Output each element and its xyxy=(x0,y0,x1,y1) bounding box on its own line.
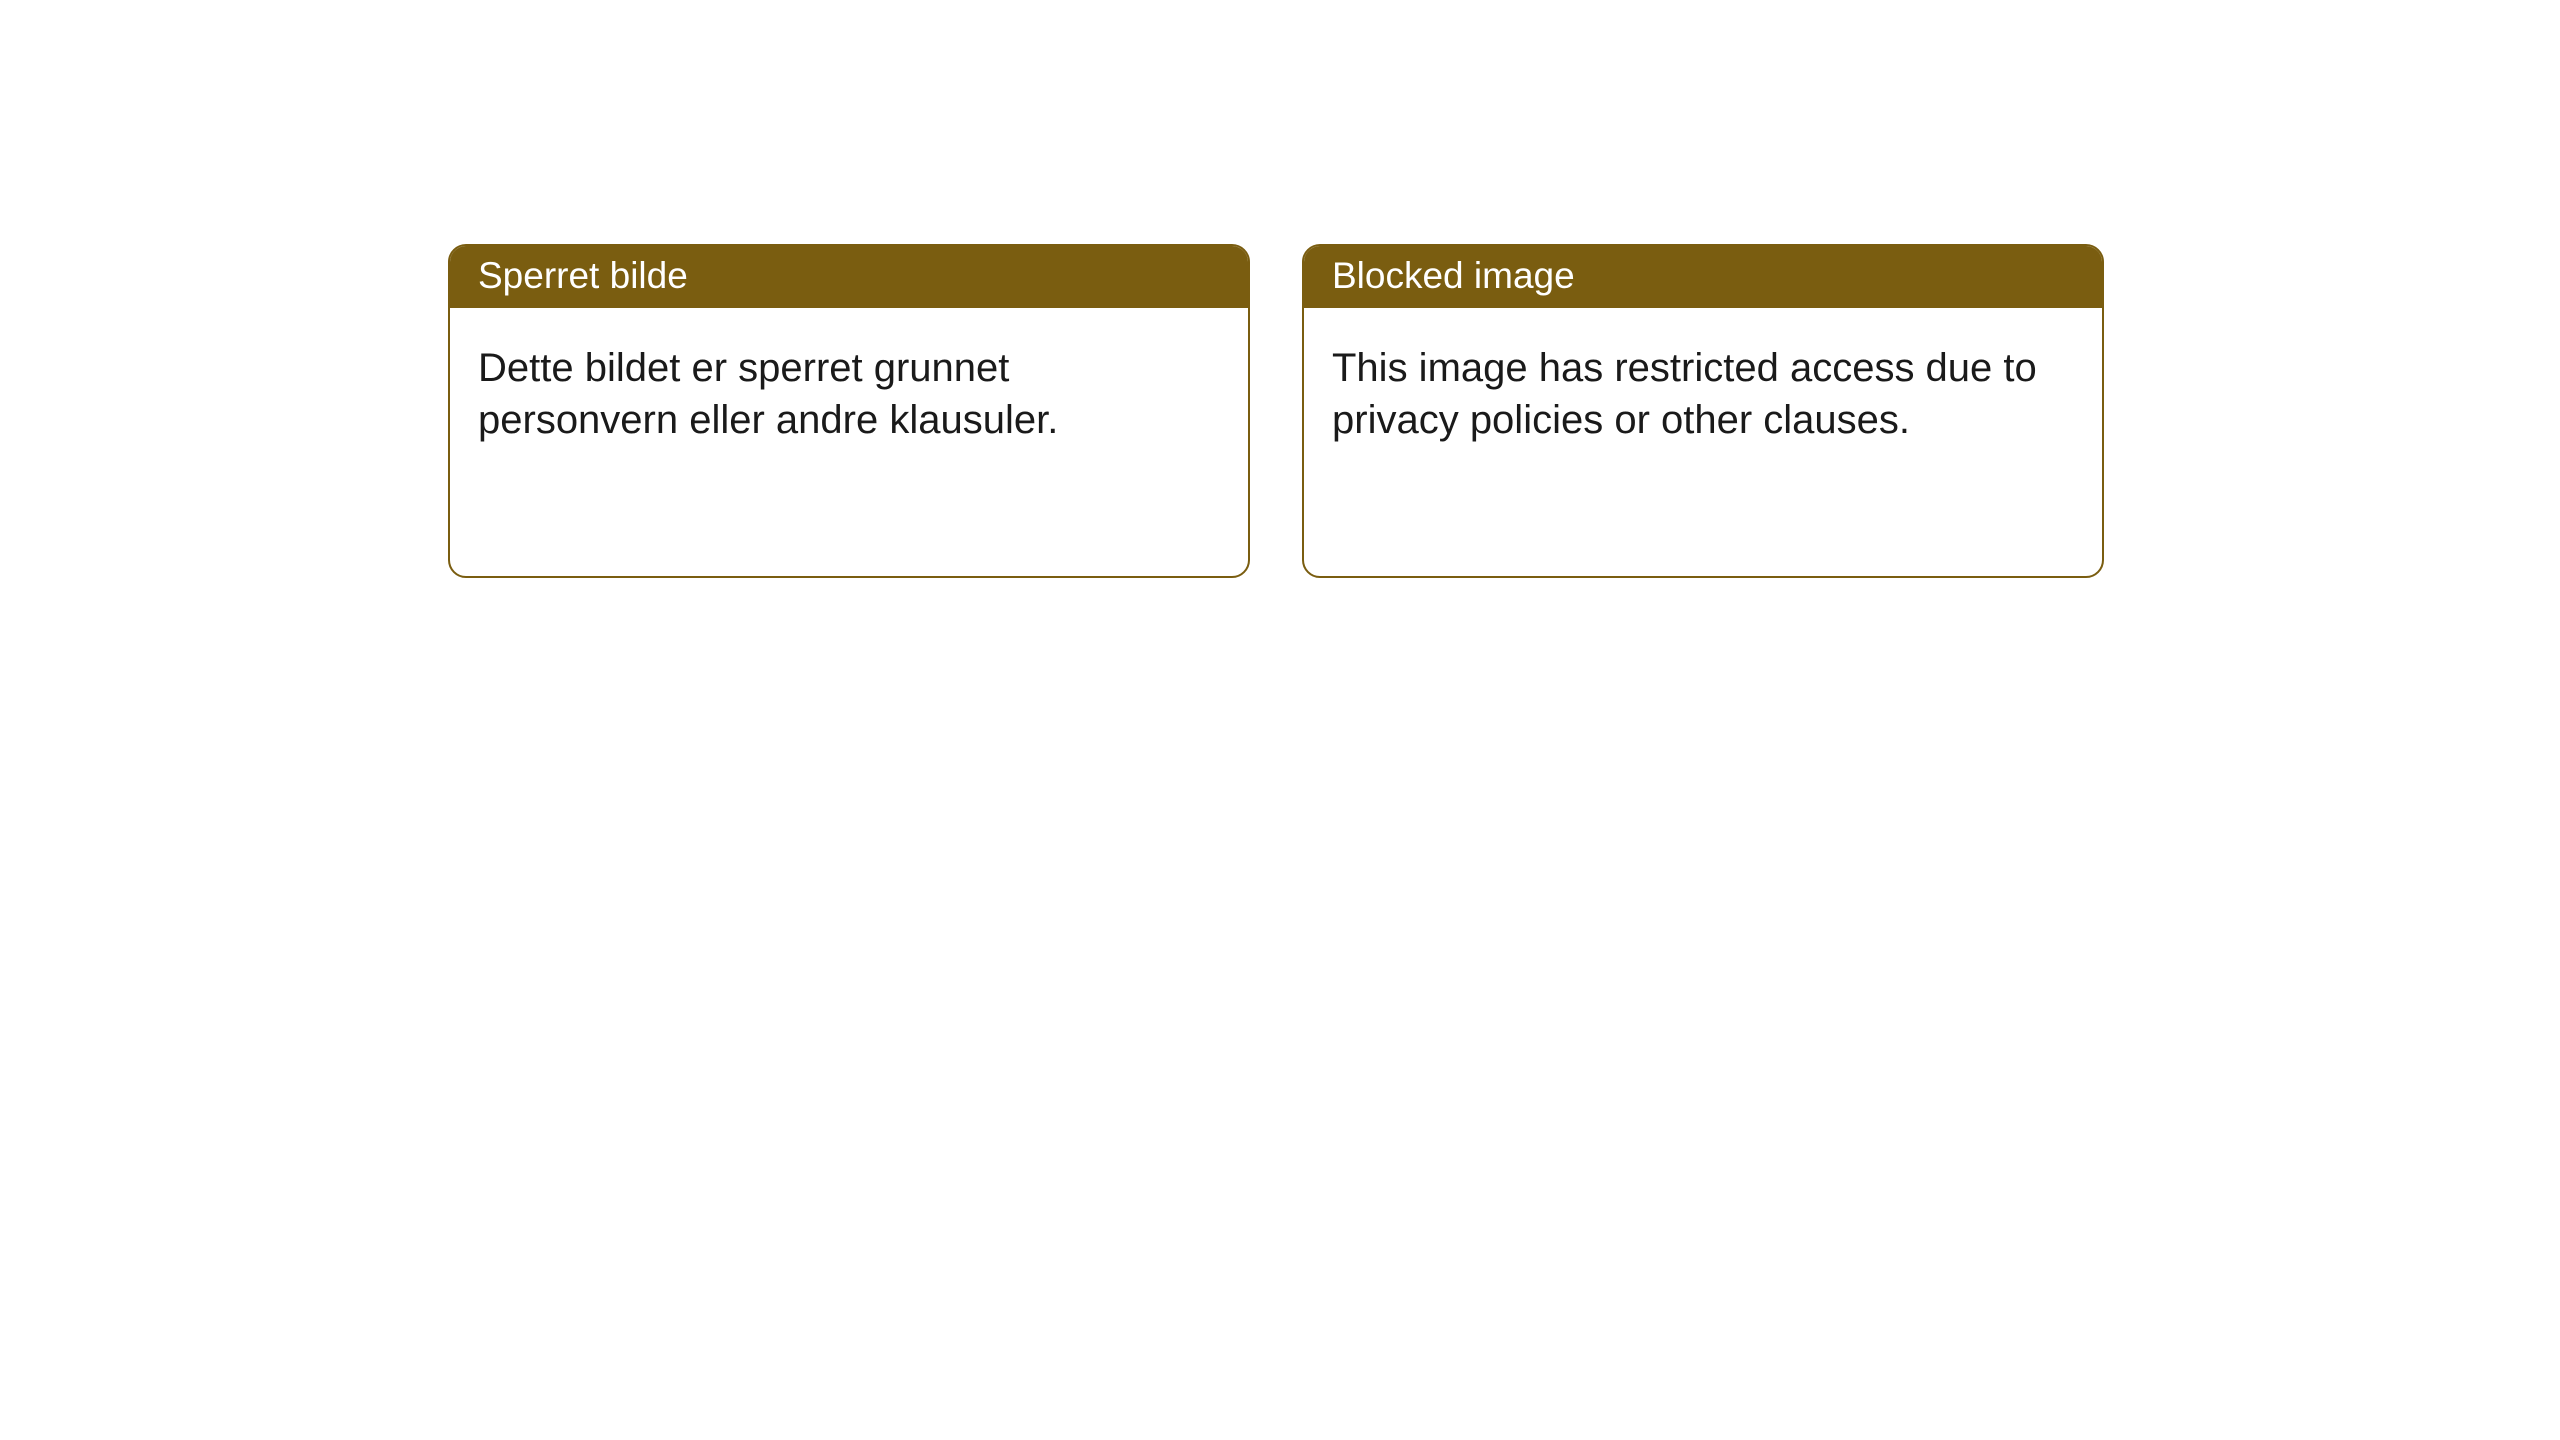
card-body: This image has restricted access due to … xyxy=(1304,308,2102,480)
card-header: Blocked image xyxy=(1304,246,2102,308)
card-body-text: This image has restricted access due to … xyxy=(1332,346,2037,442)
card-header-text: Blocked image xyxy=(1332,255,1575,296)
card-body-text: Dette bildet er sperret grunnet personve… xyxy=(478,346,1058,442)
card-header: Sperret bilde xyxy=(450,246,1248,308)
notice-container: Sperret bilde Dette bildet er sperret gr… xyxy=(448,244,2104,578)
card-header-text: Sperret bilde xyxy=(478,255,688,296)
blocked-image-card-en: Blocked image This image has restricted … xyxy=(1302,244,2104,578)
card-body: Dette bildet er sperret grunnet personve… xyxy=(450,308,1248,480)
blocked-image-card-no: Sperret bilde Dette bildet er sperret gr… xyxy=(448,244,1250,578)
